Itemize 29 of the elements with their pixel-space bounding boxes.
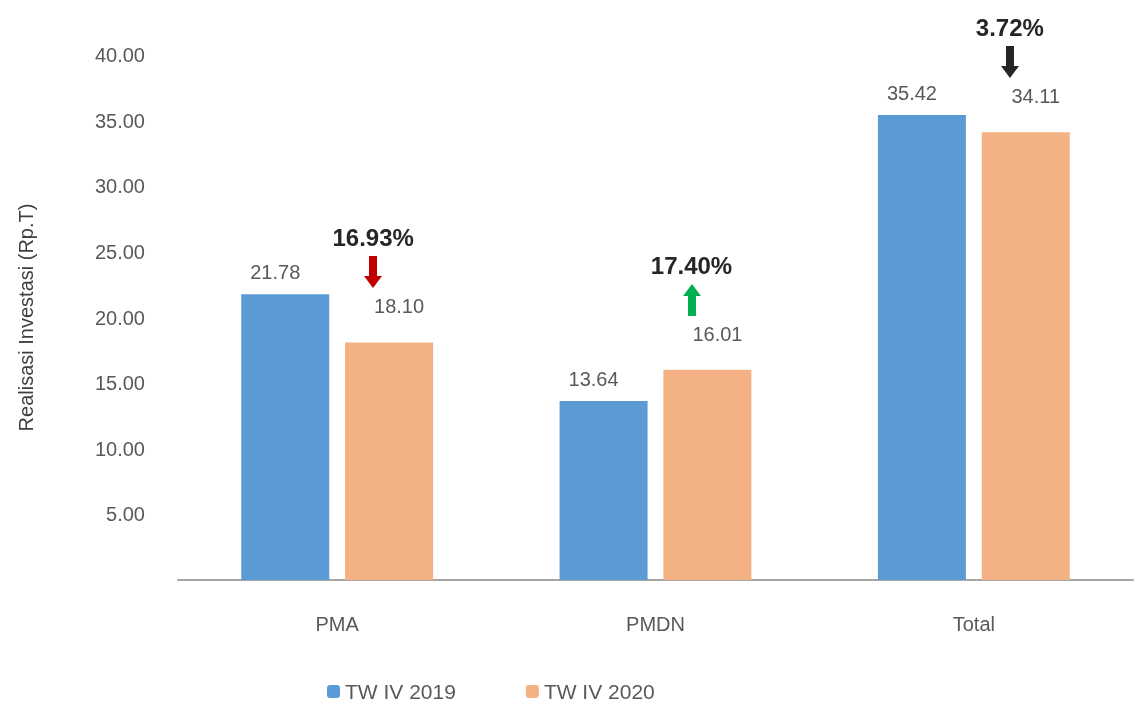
data-label: 35.42 [886, 82, 937, 105]
y-tick-label: 30.00 [94, 175, 145, 198]
y-tick-label: 5.00 [106, 503, 145, 526]
bar [241, 294, 330, 580]
x-tick-label: PMDN [626, 613, 685, 635]
y-axis-title: Realisasi Investasi (Rp.T) [15, 203, 37, 432]
y-tick-label: 40.00 [94, 44, 145, 66]
y-tick-label: 15.00 [94, 372, 145, 395]
bar [345, 342, 434, 580]
data-label: 34.11 [1011, 85, 1061, 108]
annotation: 16.93% [332, 224, 414, 253]
x-tick-label: PMA [315, 613, 360, 635]
y-tick-label: 25.00 [94, 240, 145, 263]
data-label: 21.78 [250, 261, 301, 284]
legend-label: TW IV 2019 [345, 680, 456, 703]
data-label: 13.64 [568, 367, 619, 390]
bar [981, 132, 1070, 580]
bar [559, 400, 648, 580]
legend-label: TW IV 2020 [543, 680, 655, 703]
y-tick-label: 20.00 [94, 306, 145, 329]
text: 3.72% [975, 14, 1044, 43]
data-label: 16.01 [692, 322, 743, 345]
annotation: 17.40% [650, 251, 733, 280]
y-tick-label: 10.00 [94, 437, 145, 460]
bar [877, 115, 966, 580]
x-tick-label: Total [952, 613, 995, 635]
y-tick-label: 35.00 [94, 109, 145, 132]
bar [663, 369, 752, 580]
data-label: 18.10 [374, 295, 425, 318]
